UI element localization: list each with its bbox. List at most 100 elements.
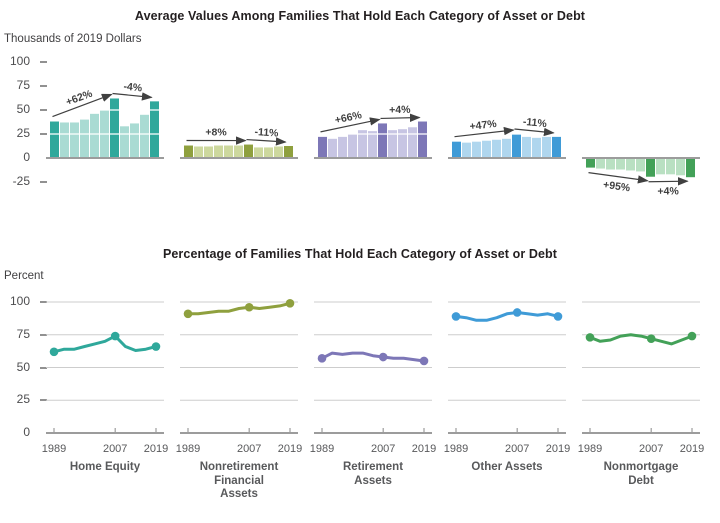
annotation-label: +8%	[205, 127, 227, 139]
data-point-marker	[553, 312, 563, 321]
bar-2019	[552, 136, 561, 158]
year-label: 2007	[638, 443, 664, 455]
bar-2010	[120, 126, 129, 158]
y-tick-label: 100	[9, 294, 30, 308]
annotation-label: +4%	[389, 104, 411, 117]
trend-line	[454, 311, 560, 322]
y-tick-label: 0	[23, 425, 30, 439]
bar-2019	[284, 146, 293, 158]
data-point-marker	[646, 334, 656, 343]
annotation-label: +47%	[469, 118, 498, 133]
year-label: 1989	[175, 443, 201, 455]
data-point-marker	[151, 342, 161, 351]
bar-1995	[204, 146, 213, 158]
bar-2007	[512, 134, 521, 158]
annotation-arrow	[380, 113, 421, 122]
line-chart-home-equity	[46, 301, 164, 434]
trend-line	[52, 334, 158, 354]
line-panel-home-equity: 1989 2007 2019 Home Equity	[42, 295, 168, 523]
bar-2007	[378, 123, 387, 158]
y-tick-label: -25	[12, 174, 30, 188]
year-label: 1989	[41, 443, 67, 455]
y-tick-label: 25	[16, 392, 30, 407]
bar-1995	[472, 141, 481, 158]
bar-1995	[606, 158, 615, 170]
bar-2004	[368, 131, 377, 158]
bar-2019	[150, 101, 159, 158]
bar-2001	[90, 113, 99, 158]
bar-2010	[656, 158, 665, 175]
line-chart-nonmortgage-debt	[582, 301, 700, 434]
bar-2019	[418, 121, 427, 158]
bar-2007	[110, 98, 119, 158]
category-label-line: Nonretirement	[199, 461, 279, 473]
bar-panel-retirement-assets: +66% +4%	[314, 85, 432, 159]
line-panels-row: 1989 2007 2019 Home Equity 1989 2007 2019 Nonre…	[42, 295, 704, 523]
y-tick-label: 50	[16, 359, 30, 374]
bar-panels-row: +62% -4% +8% -11% +66% +4% +47% -11% +95% +4%	[46, 54, 700, 200]
data-point-marker	[512, 308, 522, 317]
bar-2016	[676, 158, 685, 176]
bar-2004	[636, 158, 645, 172]
year-label: 1989	[443, 443, 469, 455]
category-label-line: Debt	[628, 474, 654, 487]
year-label: 2019	[277, 443, 303, 455]
bar-1995	[338, 136, 347, 158]
line-chart-other-assets	[448, 301, 566, 434]
trend-line	[320, 351, 426, 363]
category-label-line: Retirement	[342, 461, 404, 473]
bar-2004	[234, 145, 243, 158]
y-tick-label: 50	[16, 102, 30, 116]
bar-2013	[398, 129, 407, 158]
bar-2001	[626, 158, 635, 171]
bar-2001	[492, 139, 501, 158]
annotation-label: +95%	[602, 179, 631, 195]
annotation-label: -11%	[522, 116, 548, 130]
category-label-line: Other Assets	[471, 461, 543, 473]
bar-2001	[224, 145, 233, 158]
bar-1992	[462, 142, 471, 158]
bar-2013	[130, 123, 139, 158]
bar-1992	[596, 158, 605, 169]
bar-panel-other-assets: +47% -11%	[448, 85, 566, 159]
annotation-label: +4%	[657, 185, 679, 197]
category-label: Other Assets	[438, 461, 576, 475]
bar-2013	[666, 158, 675, 175]
bottom-chart-unit-label: Percent	[4, 270, 44, 282]
data-point-marker	[378, 352, 388, 362]
data-point-marker	[687, 331, 697, 341]
category-label: Nonretirement Financial Assets	[170, 461, 308, 502]
bar-1998	[214, 145, 223, 158]
annotation-arrow	[648, 177, 689, 186]
bar-1998	[616, 158, 625, 170]
annotation-arrow	[454, 126, 515, 138]
bar-1998	[348, 134, 357, 158]
line-chart-retirement-assets	[314, 301, 432, 434]
year-label: 2019	[545, 443, 571, 455]
line-panel-retirement-assets: 1989 2007 2019 Retirement Assets	[310, 295, 436, 523]
bar-2016	[140, 114, 149, 158]
data-point-marker	[419, 356, 429, 366]
bar-2007	[244, 144, 253, 158]
category-label: Nonmortgage Debt	[572, 461, 710, 488]
year-label: 1989	[309, 443, 335, 455]
bar-1989	[318, 136, 327, 158]
line-panel-nonretirement-financial-assets: 1989 2007 2019 Nonretirement Financial Assets	[176, 295, 302, 523]
data-point-marker	[110, 331, 120, 341]
bottom-chart-title: Percentage of Families That Hold Each Ca…	[162, 247, 558, 261]
bar-2007	[646, 158, 655, 177]
annotation-arrow	[52, 93, 113, 118]
line-panel-nonmortgage-debt: 1989 2007 2019 Nonmortgage Debt	[578, 295, 704, 523]
year-label: 2019	[411, 443, 437, 455]
annotation-arrow	[246, 137, 287, 146]
data-point-marker	[317, 354, 327, 363]
y-tick-label: 75	[16, 326, 30, 341]
y-tick-label: 75	[16, 78, 30, 92]
year-label: 2007	[370, 443, 396, 455]
bar-2016	[542, 136, 551, 158]
annotation-arrow	[588, 172, 649, 184]
category-label-line: Assets	[220, 488, 258, 500]
bar-panel-nonmortgage-debt: +95% +4%	[582, 85, 700, 198]
category-label-line: Assets	[354, 474, 392, 487]
data-point-marker	[451, 312, 461, 321]
